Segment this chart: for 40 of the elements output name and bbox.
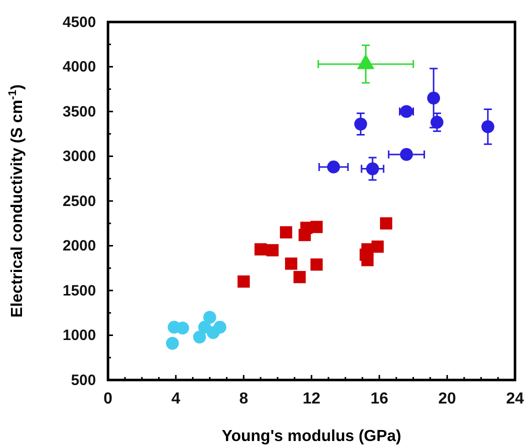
point	[254, 243, 267, 256]
x-tick-label: 24	[506, 390, 524, 408]
point	[366, 162, 379, 176]
point	[400, 148, 413, 161]
y-tick-label: 4000	[62, 58, 96, 76]
point	[166, 336, 179, 350]
point	[354, 118, 368, 130]
y-tick-label: 500	[70, 372, 96, 389]
point	[198, 320, 212, 334]
y-tick-label: 2000	[62, 238, 96, 255]
y-tick-label: 4500	[62, 14, 96, 31]
point	[427, 92, 440, 104]
point	[238, 275, 250, 288]
y-tick-label: 2500	[62, 192, 96, 210]
point	[481, 120, 494, 134]
point	[294, 270, 306, 284]
x-tick-label: 12	[302, 390, 320, 408]
x-tick-label: 20	[438, 390, 456, 408]
y-tick-label: 3000	[62, 148, 96, 166]
point	[310, 220, 323, 234]
point	[361, 254, 374, 266]
point	[430, 116, 444, 129]
y-tick-label: 1000	[62, 327, 96, 344]
point	[380, 217, 392, 230]
point	[327, 160, 340, 174]
point	[176, 322, 190, 335]
point	[310, 258, 323, 271]
point	[266, 244, 279, 256]
point	[193, 330, 206, 344]
point	[203, 310, 216, 324]
y-tick-label: 1500	[62, 282, 96, 300]
x-tick-label: 0	[104, 390, 113, 408]
point	[372, 240, 384, 253]
x-tick-label: 16	[370, 390, 388, 408]
x-tick-label: 8	[239, 390, 248, 408]
point	[280, 226, 292, 238]
point	[285, 258, 298, 270]
x-axis-title: Young's modulus (GPa)	[222, 428, 402, 445]
y-tick-label: 3500	[62, 103, 96, 120]
x-tick-label: 4	[171, 390, 180, 408]
